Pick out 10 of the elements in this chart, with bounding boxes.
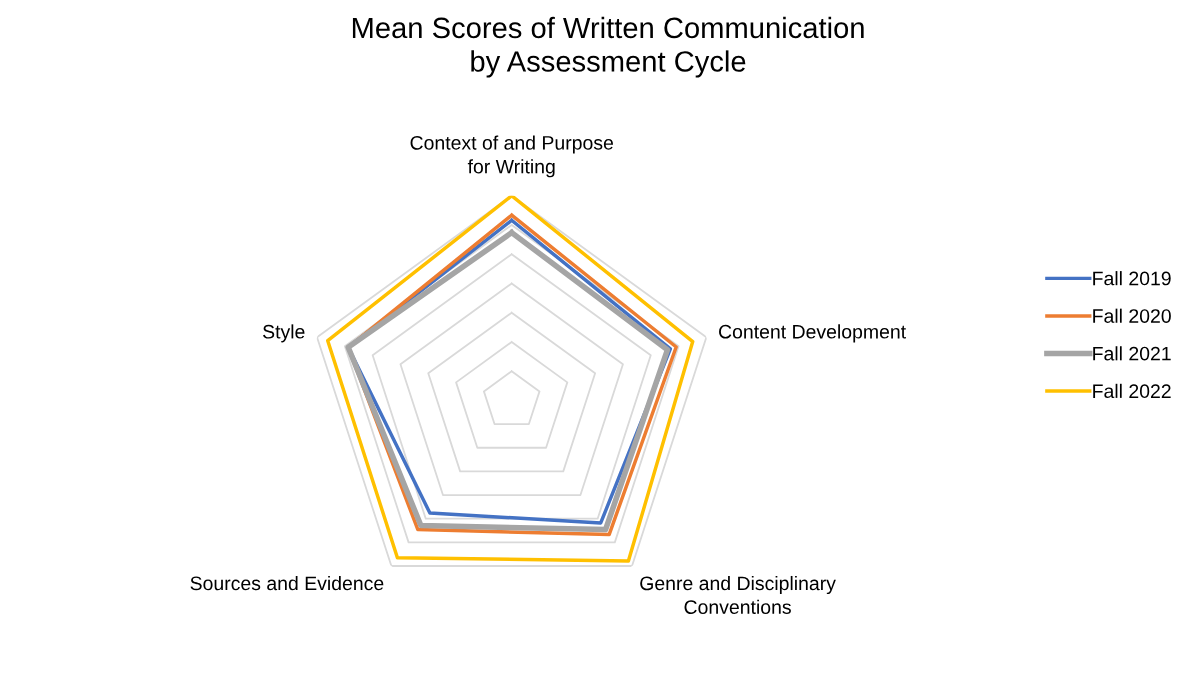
spoke-label: Context of and Purpose for Writing [410,135,613,178]
spoke-label: Genre and Disciplinary Conventions [640,575,836,614]
legend-label: Fall 2019 [1093,271,1171,286]
spoke-label: Sources and Evidence [190,575,384,591]
legend-label: Fall 2020 [1093,308,1171,323]
spoke-label: Style [263,324,305,343]
spoke-label: Content Development [719,324,906,343]
legend-label: Fall 2021 [1093,346,1171,361]
legend-label: Fall 2022 [1093,383,1171,399]
chart-title: Mean Scores of Written Communication by Assessment Cycle [352,16,864,78]
